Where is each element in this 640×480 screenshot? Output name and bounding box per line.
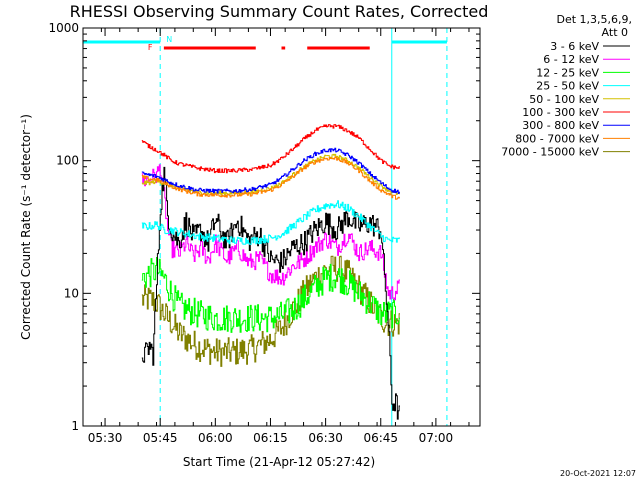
legend-label: 50 - 100 keV — [529, 93, 599, 106]
series-line-6 — [141, 147, 400, 194]
x-tick-label: 06:00 — [198, 431, 233, 445]
legend-label: 100 - 300 keV — [522, 106, 599, 119]
series-line-5 — [141, 124, 400, 174]
chart-title: RHESSI Observing Summary Count Rates, Co… — [70, 2, 489, 21]
legend-label: 25 - 50 keV — [536, 80, 599, 93]
legend-label: 12 - 25 keV — [536, 66, 599, 79]
legend-label: 800 - 7000 keV — [515, 132, 599, 145]
series-line-1 — [141, 164, 400, 301]
legend-header-line-1: Det 1,3,5,6,9, — [556, 13, 632, 26]
series-layer — [141, 124, 400, 420]
y-tick-label: 100 — [56, 154, 79, 168]
x-tick-label: 07:00 — [419, 431, 454, 445]
series-line-2 — [141, 257, 400, 333]
series-line-7 — [141, 156, 400, 200]
series-line-3 — [141, 200, 400, 245]
legend-label: 3 - 6 keV — [550, 40, 599, 53]
timestamp: 20-Oct-2021 12:07 — [560, 469, 636, 478]
flare-flag-letter: F — [148, 43, 153, 52]
axis-layer: 05:30 05:45 06:00 06:15 06:30 06:45 07:00 1 10 10… — [48, 21, 480, 445]
legend-label: 6 - 12 keV — [543, 53, 599, 66]
x-tick-label: 06:15 — [253, 431, 288, 445]
legend-label: 300 - 800 keV — [522, 119, 599, 132]
plot-frame — [82, 27, 481, 427]
x-tick-label: 05:30 — [88, 431, 123, 445]
x-tick-label: 06:30 — [308, 431, 343, 445]
legend-header-line-2: Att 0 — [602, 26, 628, 39]
y-tick-label: 10 — [64, 286, 79, 300]
legend-label: 7000 - 15000 keV — [501, 146, 599, 159]
y-tick-label: 1 — [71, 419, 79, 433]
x-tick-label: 05:45 — [143, 431, 178, 445]
series-line-8 — [141, 255, 400, 367]
x-tick-label: 06:45 — [363, 431, 398, 445]
y-tick-label: 1000 — [48, 21, 79, 35]
x-axis-label: Start Time (21-Apr-12 05:27:42) — [183, 455, 375, 469]
flag-layer: FN — [82, 28, 448, 426]
night-flag-letter: N — [166, 35, 172, 44]
y-axis-label: Corrected Count Rate (s⁻¹ detector⁻¹) — [19, 114, 33, 340]
